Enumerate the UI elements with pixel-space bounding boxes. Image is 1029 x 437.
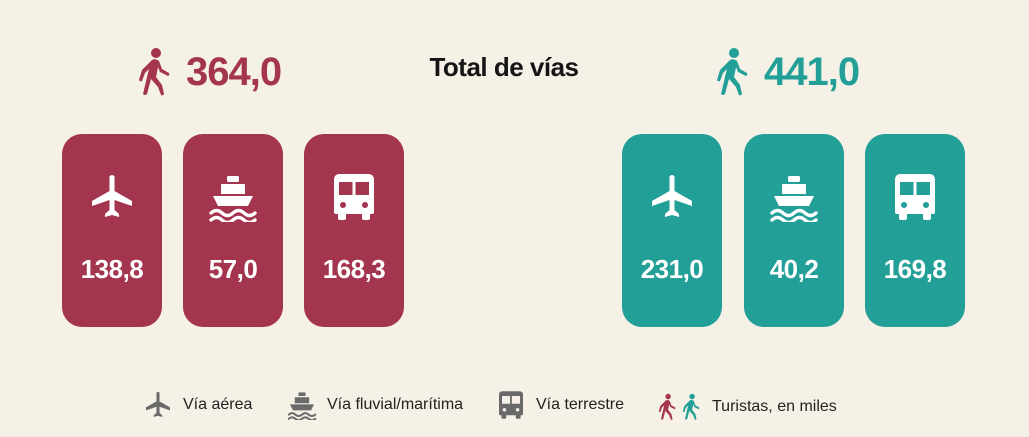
legend-label-tourists: Turistas, en miles [712, 398, 837, 415]
card-left-land: 168,3 [304, 134, 404, 327]
total-left-value: 364,0 [186, 49, 282, 94]
card-right-air: 231,0 [622, 134, 722, 327]
value-right-land: 169,8 [883, 254, 947, 284]
bus-icon [496, 390, 526, 420]
card-right-land: 169,8 [865, 134, 965, 327]
total-left: 364,0 [134, 42, 282, 102]
walking-person-icon [656, 390, 678, 424]
ship-icon [287, 390, 317, 420]
card-left-sea: 57,0 [183, 134, 283, 327]
chart-title: Total de vías [429, 52, 579, 82]
card-right-sea: 40,2 [744, 134, 844, 327]
card-left-air: 138,8 [62, 134, 162, 327]
legend-label-sea: Vía fluvial/marítima [327, 396, 464, 413]
value-left-sea: 57,0 [208, 254, 258, 284]
ship-icon [208, 172, 258, 222]
legend-item-land: Vía terrestre [496, 390, 624, 420]
walking-person-icon [712, 42, 752, 102]
legend-item-tourists: Turistas, en miles [656, 390, 837, 424]
airplane-icon [87, 172, 137, 222]
value-right-sea: 40,2 [769, 254, 819, 284]
walking-person-icon [134, 42, 174, 102]
total-right: 441,0 [712, 42, 860, 102]
legend-label-land: Vía terrestre [536, 396, 625, 413]
walking-person-icon [680, 390, 702, 424]
bus-icon [329, 172, 379, 222]
bus-icon [890, 172, 940, 222]
value-left-land: 168,3 [322, 254, 386, 284]
airplane-icon [143, 390, 173, 420]
legend-item-sea: Vía fluvial/marítima [287, 390, 463, 420]
legend-item-air: Vía aérea [143, 390, 252, 420]
airplane-icon [647, 172, 697, 222]
ship-icon [769, 172, 819, 222]
value-right-air: 231,0 [640, 254, 704, 284]
legend-label-air: Vía aérea [183, 396, 253, 413]
total-right-value: 441,0 [764, 49, 860, 94]
value-left-air: 138,8 [80, 254, 144, 284]
